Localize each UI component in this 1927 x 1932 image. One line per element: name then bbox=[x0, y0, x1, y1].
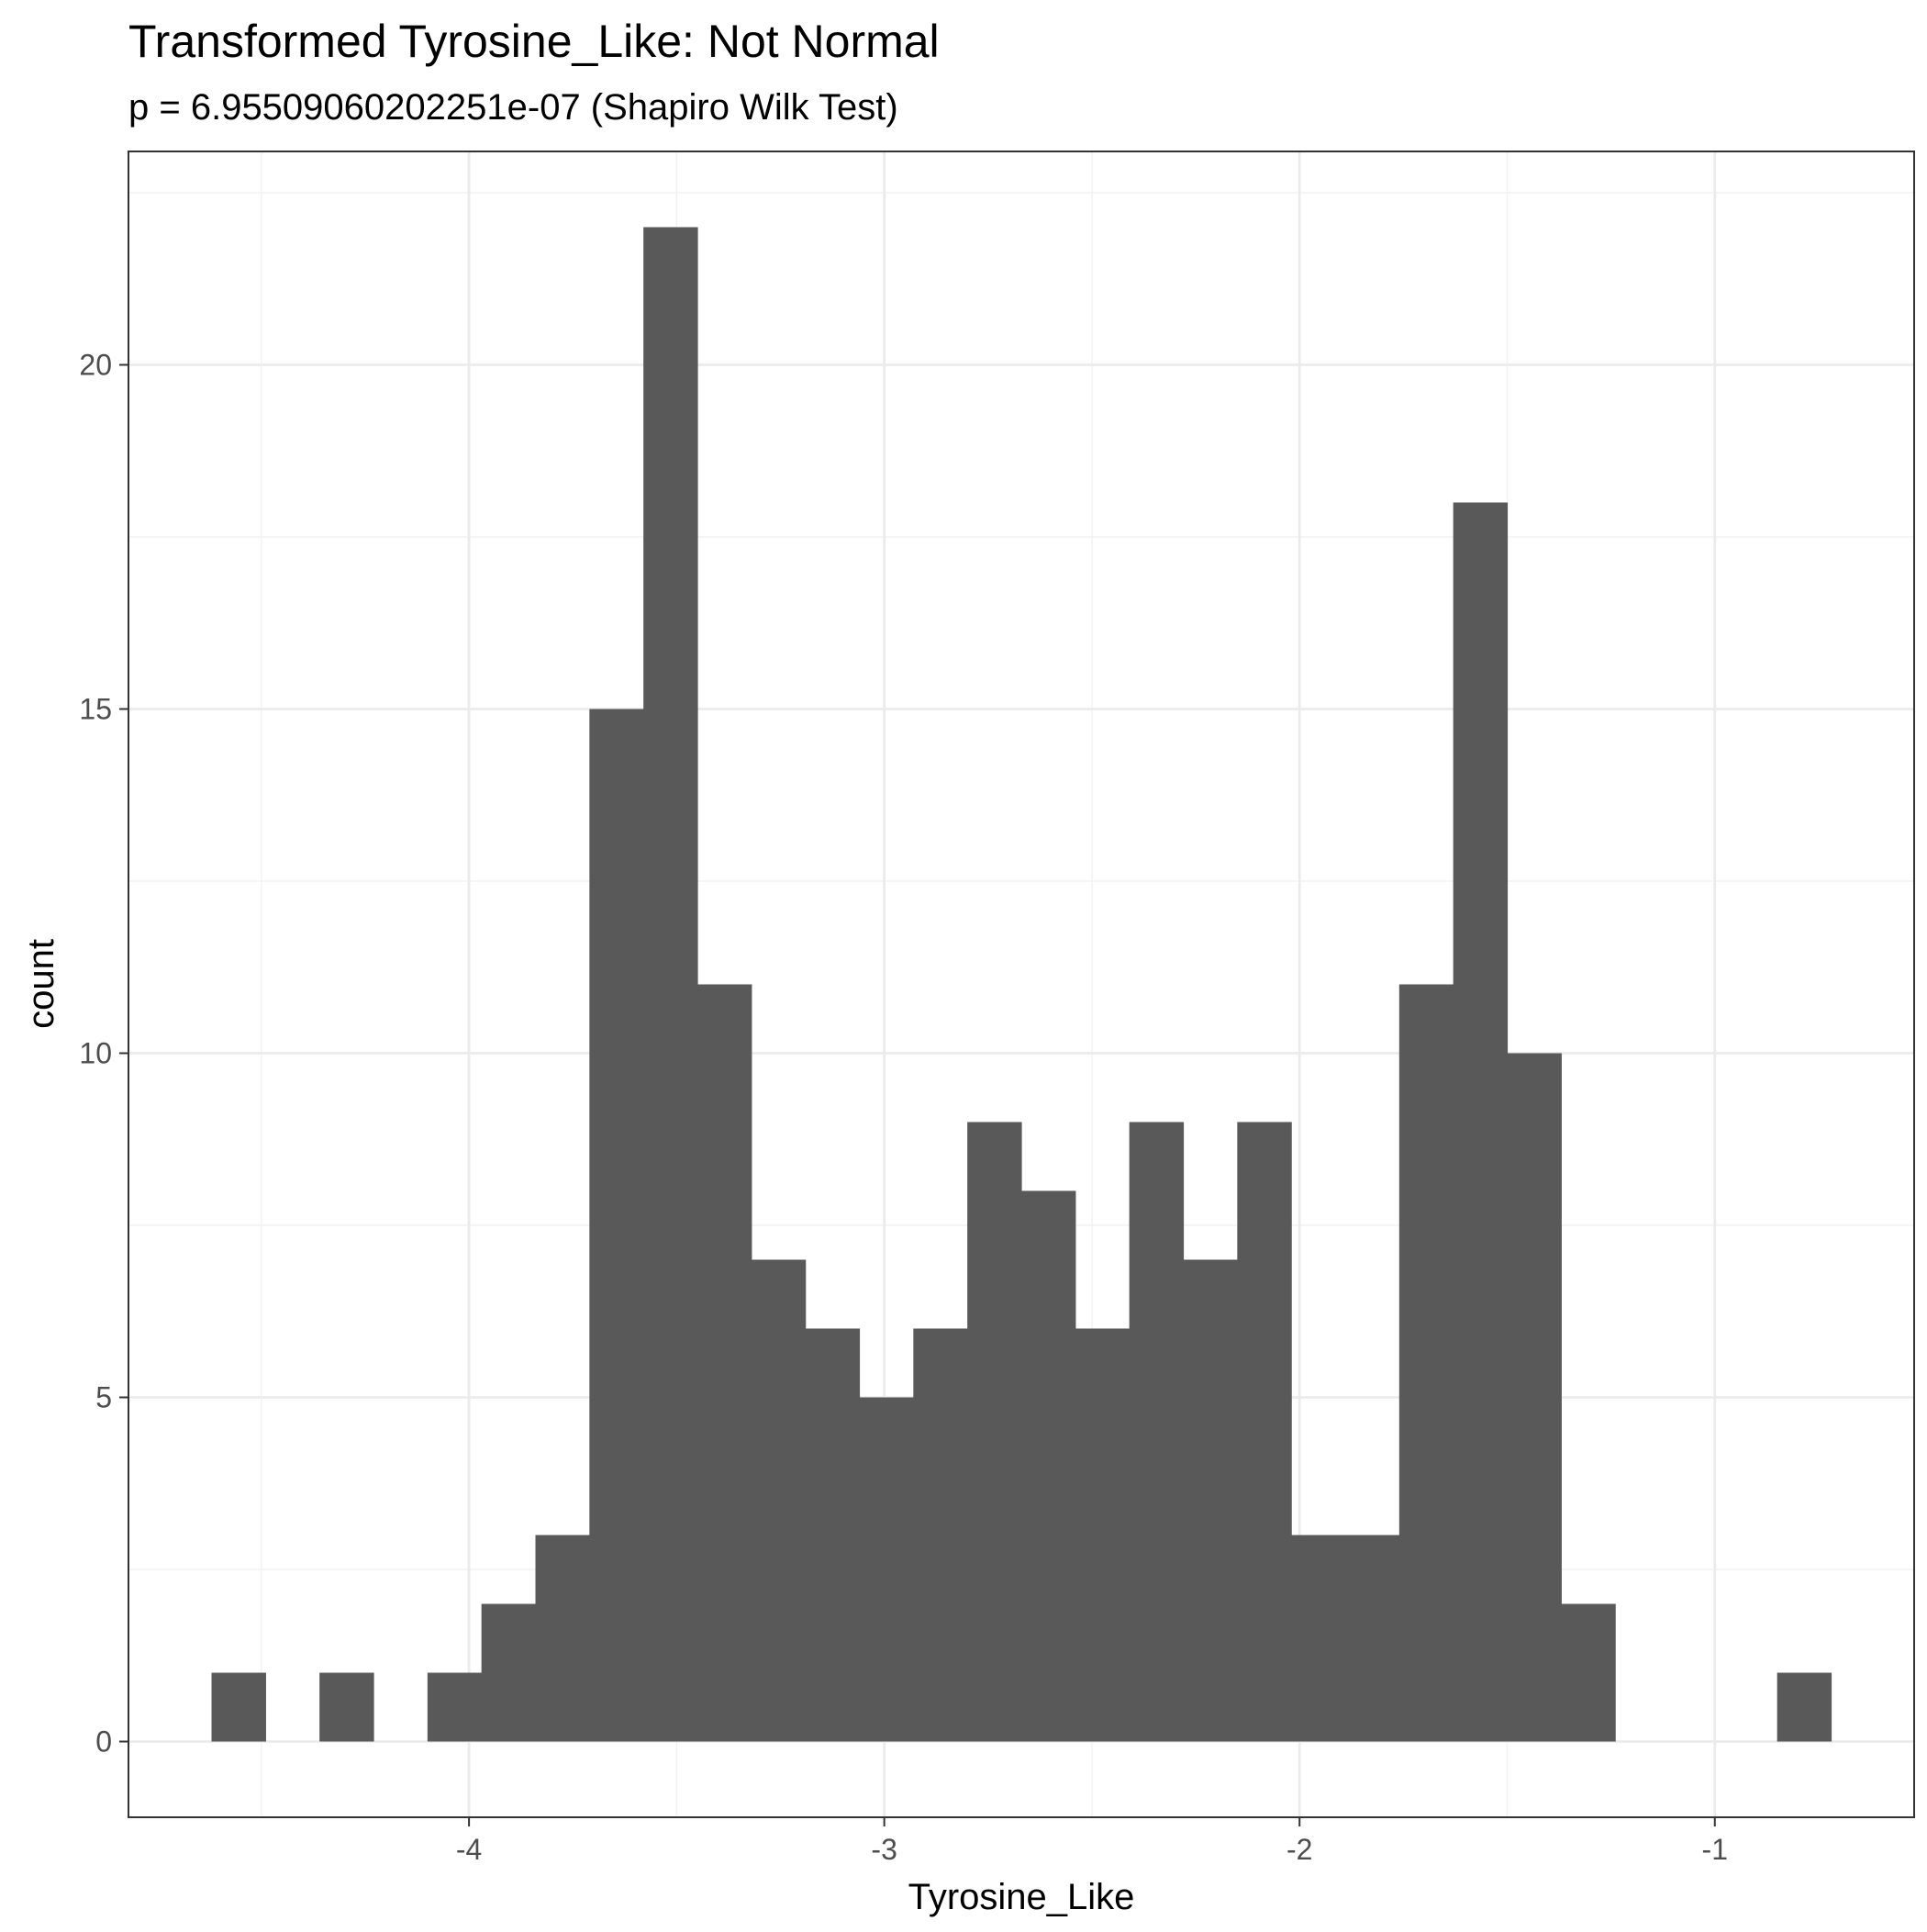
histogram-bar bbox=[319, 1672, 374, 1742]
histogram-bar bbox=[1183, 1259, 1238, 1742]
y-tick-label: 10 bbox=[79, 1037, 112, 1070]
histogram-bar bbox=[1344, 1535, 1400, 1742]
histogram-bar bbox=[1561, 1603, 1616, 1742]
x-axis-title: Tyrosine_Like bbox=[908, 1877, 1135, 1917]
panel-border bbox=[128, 151, 1915, 1818]
y-axis-title: count bbox=[21, 939, 61, 1029]
histogram-bar bbox=[1129, 1122, 1185, 1742]
x-axis: -4 -3 -2 -1 bbox=[456, 1817, 1728, 1866]
histogram-bar bbox=[1237, 1122, 1292, 1742]
y-tick-label: 20 bbox=[79, 349, 112, 382]
histogram-bar bbox=[1075, 1328, 1131, 1742]
histogram-bar bbox=[589, 709, 644, 1742]
chart-title: Transformed Tyrosine_Like: Not Normal bbox=[128, 16, 940, 67]
histogram-bars bbox=[211, 227, 1832, 1742]
histogram-bar bbox=[427, 1672, 483, 1742]
histogram-bar bbox=[1398, 984, 1454, 1742]
histogram-bar bbox=[211, 1672, 266, 1742]
histogram-bar bbox=[1453, 502, 1509, 1742]
histogram-bar bbox=[697, 984, 752, 1742]
histogram-bar bbox=[751, 1259, 807, 1742]
histogram-bar bbox=[859, 1397, 914, 1742]
histogram-bar bbox=[1507, 1053, 1562, 1742]
histogram-bar bbox=[1777, 1672, 1832, 1742]
histogram-bar bbox=[643, 227, 698, 1742]
histogram-bar bbox=[1291, 1535, 1346, 1742]
y-tick-label: 5 bbox=[95, 1381, 112, 1414]
y-tick-label: 15 bbox=[79, 693, 112, 726]
histogram-bar bbox=[913, 1328, 968, 1742]
x-tick-label: -3 bbox=[871, 1833, 897, 1866]
histogram-bar bbox=[967, 1122, 1022, 1742]
histogram-bar bbox=[805, 1328, 861, 1742]
x-tick-label: -1 bbox=[1702, 1833, 1728, 1866]
histogram-bar bbox=[1021, 1190, 1076, 1742]
histogram-bar bbox=[481, 1603, 537, 1742]
y-tick-label: 0 bbox=[95, 1725, 112, 1759]
histogram-bar bbox=[535, 1535, 590, 1742]
y-axis: 0 5 10 15 20 bbox=[79, 349, 128, 1759]
chart-subtitle: p = 6.95509060202251e-07 (Shapiro Wilk T… bbox=[128, 87, 898, 128]
x-tick-label: -4 bbox=[456, 1833, 482, 1866]
x-tick-label: -2 bbox=[1287, 1833, 1312, 1866]
